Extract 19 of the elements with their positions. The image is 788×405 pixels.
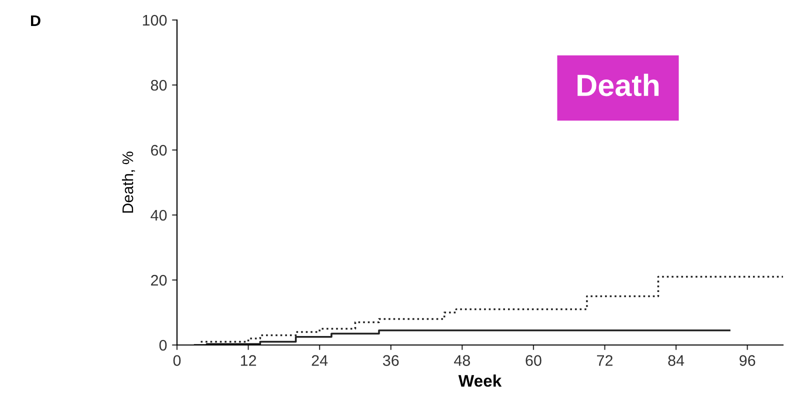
x-tick-label: 48: [454, 355, 470, 366]
annotation: Death: [578, 74, 659, 96]
x-tick-label: 36: [382, 355, 399, 366]
x-tick-label: 60: [526, 355, 542, 366]
y-tick-label: 0: [159, 340, 167, 351]
x-tick-label: 0: [173, 355, 181, 366]
x-tick-label: 24: [312, 355, 328, 366]
x-tick-label: 72: [597, 355, 612, 366]
y-tick-label: 20: [151, 274, 167, 286]
y-tick-label: 40: [150, 210, 167, 221]
y-axis-title: Death, %: [122, 152, 136, 213]
x-tick-label: 84: [668, 355, 684, 366]
y-tick-label: 100: [142, 14, 167, 26]
x-tick-label: 96: [740, 355, 756, 366]
x-axis-title: Week: [458, 374, 502, 387]
x-tick-label: 12: [240, 355, 256, 366]
y-tick-label: 80: [150, 80, 167, 91]
text: D: [31, 15, 40, 26]
y-tick-label: 60: [151, 144, 167, 156]
